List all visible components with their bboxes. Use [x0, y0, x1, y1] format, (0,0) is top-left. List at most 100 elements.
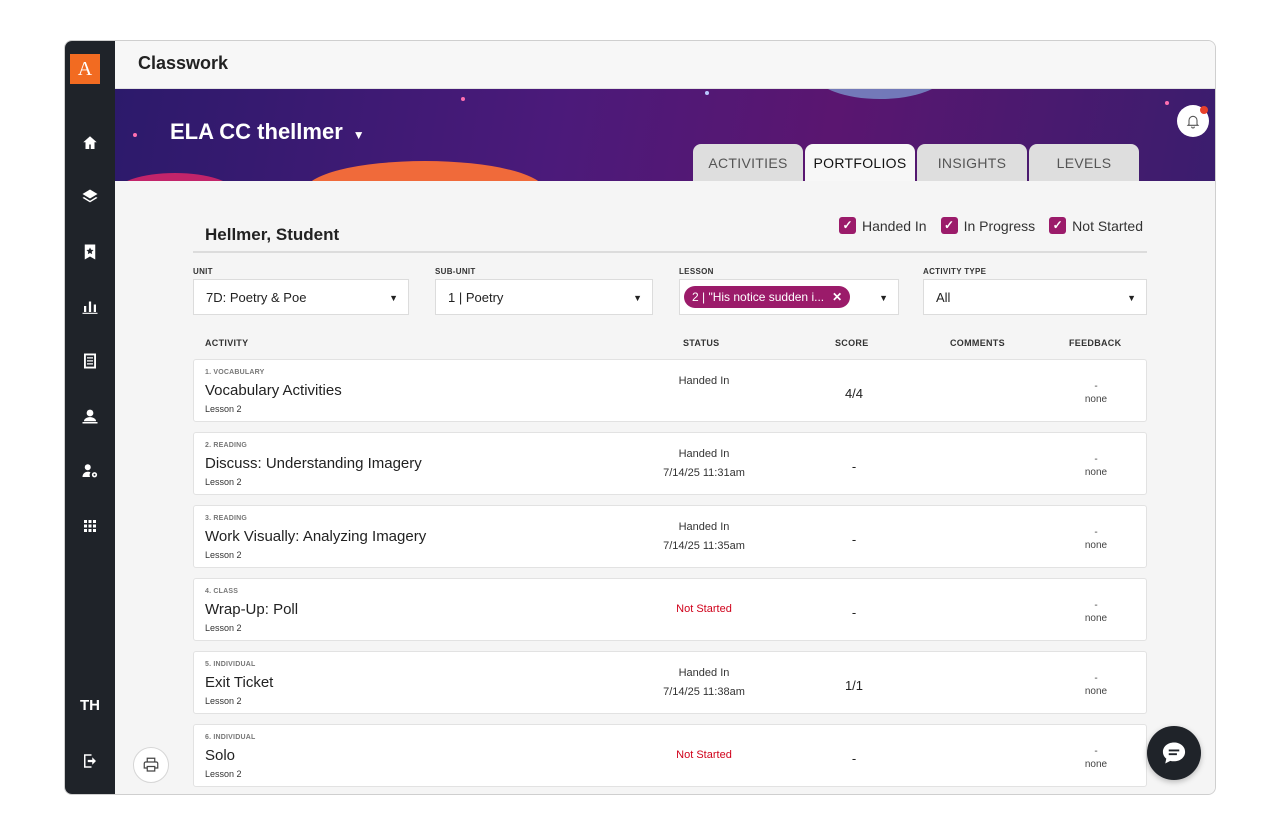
activity-category: 3. READING: [205, 515, 248, 522]
activity-row[interactable]: 2. READING Discuss: Understanding Imager…: [193, 432, 1147, 495]
lesson-label: LESSON: [679, 267, 714, 276]
activity-lesson: Lesson 2: [205, 404, 242, 414]
page-title: Classwork: [138, 53, 229, 73]
activity-date: 7/14/25 11:35am: [663, 540, 745, 552]
activity-lesson: Lesson 2: [205, 769, 242, 779]
student-name: Hellmer, Student: [205, 225, 340, 244]
print-button[interactable]: [133, 747, 169, 783]
activity-score: -: [851, 459, 857, 474]
activity-lesson: Lesson 2: [205, 623, 242, 633]
lesson-chip[interactable]: 2 | "His notice sudden i... ✕: [684, 286, 851, 308]
checkmark-icon: ✓: [1049, 217, 1067, 234]
activity-feedback[interactable]: - none: [1054, 380, 1138, 406]
activity-status: Handed In: [678, 448, 730, 460]
caret-down-icon: ▼: [879, 293, 888, 303]
teacher-icon[interactable]: [78, 404, 102, 428]
user-initials[interactable]: TH: [80, 697, 100, 714]
activity-lesson: Lesson 2: [205, 550, 242, 560]
course-selector[interactable]: ELA CC thellmer ▼: [170, 119, 365, 145]
filter-in-progress-checkbox[interactable]: ✓ In Progress: [940, 217, 1036, 234]
user-settings-icon[interactable]: [78, 459, 102, 483]
bookmark-star-icon[interactable]: [78, 240, 102, 264]
banner-star-decoration: [461, 97, 465, 101]
banner-star-decoration: [705, 91, 709, 95]
feedback-dash: -: [1094, 673, 1098, 684]
status-filters: ✓ Handed In ✓ In Progress ✓ Not Started: [838, 217, 1143, 234]
activity-row[interactable]: 1. VOCABULARY Vocabulary Activities Less…: [193, 359, 1147, 422]
activity-status: Handed In: [678, 667, 730, 679]
unit-select[interactable]: 7D: Poetry & Poe ▼: [193, 279, 409, 315]
app-logo[interactable]: A: [70, 54, 100, 84]
feedback-value: none: [1084, 540, 1108, 551]
activity-date: 7/14/25 11:38am: [663, 686, 745, 698]
feedback-value: none: [1084, 394, 1108, 405]
activity-feedback[interactable]: - none: [1054, 599, 1138, 625]
filter-not-started-checkbox[interactable]: ✓ Not Started: [1049, 217, 1143, 234]
activity-category: 6. INDIVIDUAL: [205, 734, 256, 741]
view-tabs: ACTIVITIES PORTFOLIOS INSIGHTS LEVELS: [693, 144, 1139, 181]
remove-chip-icon[interactable]: ✕: [832, 290, 843, 304]
activity-row[interactable]: 5. INDIVIDUAL Exit Ticket Lesson 2 Hande…: [193, 651, 1147, 714]
activity-type-label: ACTIVITY TYPE: [923, 267, 987, 276]
activity-category: 4. CLASS: [205, 588, 239, 595]
sidebar: A TH: [65, 41, 115, 794]
tab-levels[interactable]: LEVELS: [1029, 144, 1139, 181]
banner-wave-decoration: [305, 161, 545, 181]
filter-handed-in-checkbox[interactable]: ✓ Handed In: [838, 217, 927, 234]
activity-status: Handed In: [678, 521, 730, 533]
chat-button[interactable]: [1147, 726, 1201, 780]
logout-icon[interactable]: [78, 749, 102, 773]
feedback-value: none: [1084, 686, 1108, 697]
tab-portfolios[interactable]: PORTFOLIOS: [805, 144, 915, 181]
activity-score: -: [851, 532, 857, 547]
feedback-dash: -: [1094, 381, 1098, 392]
activity-row[interactable]: 6. INDIVIDUAL Solo Lesson 2 Not Started …: [193, 724, 1147, 787]
document-icon[interactable]: [78, 349, 102, 373]
apps-grid-icon[interactable]: [78, 514, 102, 538]
activity-name: Discuss: Understanding Imagery: [205, 455, 422, 472]
caret-down-icon[interactable]: ▼: [352, 128, 365, 142]
activity-name: Vocabulary Activities: [205, 382, 342, 399]
activity-name: Wrap-Up: Poll: [205, 601, 299, 618]
banner-planet-decoration: [815, 89, 945, 99]
column-comments: COMMENTS: [950, 338, 1005, 348]
activity-row[interactable]: 4. CLASS Wrap-Up: Poll Lesson 2 Not Star…: [193, 578, 1147, 641]
lesson-chip-label: 2 | "His notice sudden i...: [692, 290, 825, 304]
activity-date: 7/14/25 11:31am: [663, 467, 745, 479]
portfolio-content: Hellmer, Student ✓ Handed In ✓ In Progre…: [115, 181, 1215, 794]
notifications-bell-icon[interactable]: [1177, 105, 1209, 137]
activity-category: 1. VOCABULARY: [205, 369, 265, 376]
activity-name: Solo: [205, 747, 236, 764]
header-divider: [193, 251, 1147, 253]
subunit-select[interactable]: 1 | Poetry ▼: [435, 279, 653, 315]
activity-feedback[interactable]: - none: [1054, 453, 1138, 479]
layers-icon[interactable]: [78, 185, 102, 209]
checkmark-icon: ✓: [838, 217, 856, 234]
home-icon[interactable]: [78, 131, 102, 155]
tab-insights[interactable]: INSIGHTS: [917, 144, 1027, 181]
caret-down-icon: ▼: [389, 293, 398, 303]
activity-score: 1/1: [844, 678, 864, 693]
filter-not-started-label: Not Started: [1072, 217, 1143, 234]
activity-feedback[interactable]: - none: [1054, 745, 1138, 771]
activity-lesson: Lesson 2: [205, 477, 242, 487]
activity-lesson: Lesson 2: [205, 696, 242, 706]
bar-chart-icon[interactable]: [78, 294, 102, 318]
lesson-select[interactable]: 2 | "His notice sudden i... ✕ ▼: [679, 279, 899, 315]
caret-down-icon: ▼: [1127, 293, 1136, 303]
filter-in-progress-label: In Progress: [963, 217, 1036, 234]
feedback-value: none: [1084, 759, 1108, 770]
activity-type-select[interactable]: All ▼: [923, 279, 1147, 315]
activity-feedback[interactable]: - none: [1054, 672, 1138, 698]
activity-status: Not Started: [676, 749, 732, 761]
activity-score: 4/4: [844, 386, 864, 401]
feedback-value: none: [1084, 613, 1108, 624]
tab-activities[interactable]: ACTIVITIES: [693, 144, 803, 181]
activity-row[interactable]: 3. READING Work Visually: Analyzing Imag…: [193, 505, 1147, 568]
unit-value: 7D: Poetry & Poe: [206, 289, 307, 305]
subunit-label: SUB-UNIT: [435, 267, 476, 276]
column-score: SCORE: [835, 338, 869, 348]
banner-wave-decoration-left: [115, 173, 235, 181]
activity-feedback[interactable]: - none: [1054, 526, 1138, 552]
feedback-dash: -: [1094, 746, 1098, 757]
